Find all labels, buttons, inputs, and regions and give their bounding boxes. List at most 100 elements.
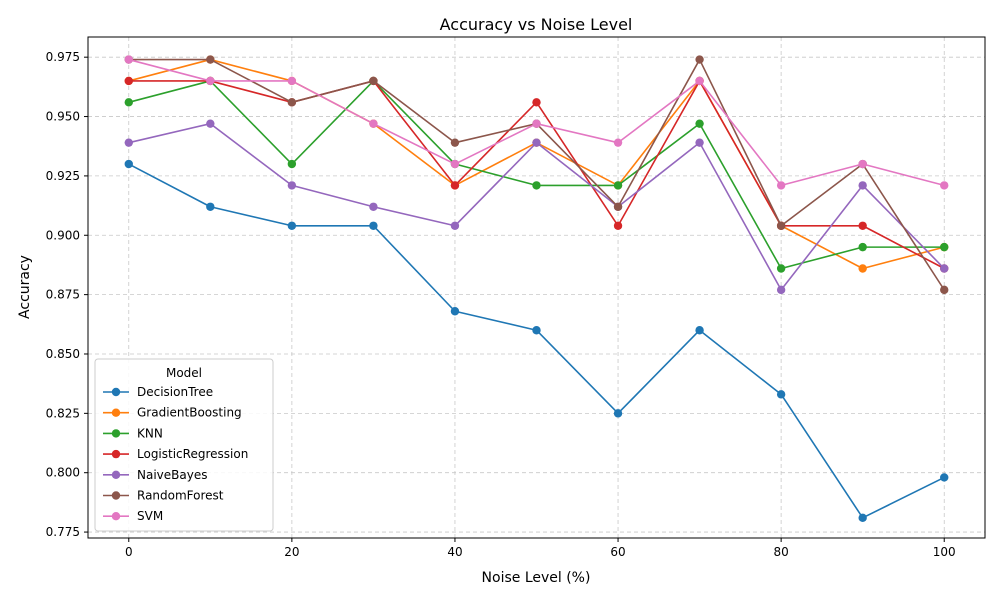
legend-item-logisticregression: LogisticRegression — [103, 447, 248, 461]
data-point-decisiontree — [613, 409, 623, 418]
data-point-knn — [858, 242, 867, 252]
data-point-naivebayes — [287, 181, 297, 190]
data-point-svm — [369, 119, 378, 128]
y-axis: 0.775 0.800 0.825 0.850 0.875 0.900 0.925 0.950… — [46, 50, 88, 539]
data-point-decisiontree — [858, 513, 867, 523]
data-point-knn — [124, 98, 133, 107]
data-point-logisticregression — [124, 76, 133, 86]
x-tick-label: 0 — [125, 545, 133, 559]
data-point-svm — [450, 159, 460, 169]
chart-title: Accuracy vs Noise Level — [440, 15, 633, 34]
legend-item-knn: KNN — [103, 426, 163, 440]
data-point-knn — [287, 159, 297, 169]
data-point-randomforest — [206, 55, 215, 64]
data-point-decisiontree — [369, 221, 378, 230]
legend-label-decisiontree: DecisionTree — [137, 385, 213, 399]
data-point-logisticregression — [532, 98, 541, 107]
data-point-logisticregression — [613, 221, 623, 230]
data-point-decisiontree — [532, 326, 541, 335]
legend-label-knn: KNN — [137, 426, 163, 440]
data-point-naivebayes — [940, 264, 949, 273]
data-point-naivebayes — [369, 202, 378, 211]
y-tick-label: 0.900 — [46, 228, 80, 242]
legend-marker-svm — [111, 512, 121, 521]
y-tick-label: 0.875 — [46, 288, 80, 302]
data-point-decisiontree — [287, 221, 297, 230]
legend-item-naivebayes: NaiveBayes — [103, 468, 207, 482]
legend-item-svm: SVM — [103, 509, 163, 523]
data-point-knn — [776, 264, 786, 273]
y-tick-label: 0.775 — [46, 525, 80, 539]
legend-box — [94, 358, 274, 532]
data-point-decisiontree — [940, 473, 949, 482]
legend-marker-naivebayes — [111, 470, 121, 479]
x-axis-title: Noise Level (%) — [482, 570, 591, 586]
x-tick-label: 20 — [284, 545, 299, 559]
data-point-svm — [940, 181, 949, 190]
legend-label-naivebayes: NaiveBayes — [137, 468, 207, 482]
series-layer — [124, 55, 949, 523]
legend-label-logisticregression: LogisticRegression — [137, 447, 248, 461]
series-naivebayes — [124, 119, 949, 295]
x-tick-label: 40 — [447, 545, 462, 559]
legend-marker-logisticregression — [111, 449, 121, 459]
legend-marker-randomforest — [111, 491, 121, 500]
data-point-knn — [532, 181, 541, 190]
data-point-randomforest — [287, 98, 297, 107]
data-point-logisticregression — [450, 181, 460, 190]
data-point-svm — [287, 76, 297, 86]
data-point-knn — [695, 119, 704, 128]
data-point-randomforest — [940, 285, 949, 295]
y-tick-label: 0.975 — [46, 50, 80, 64]
legend-marker-decisiontree — [111, 387, 121, 397]
data-point-svm — [532, 119, 541, 128]
legend-item-decisiontree: DecisionTree — [103, 385, 213, 399]
x-tick-label: 80 — [773, 545, 788, 559]
data-point-svm — [124, 55, 133, 64]
legend-label-svm: SVM — [137, 509, 163, 523]
data-point-naivebayes — [695, 138, 704, 147]
plot-frame — [87, 36, 986, 539]
data-point-svm — [695, 76, 704, 86]
legend-label-randomforest: RandomForest — [137, 489, 224, 503]
data-point-naivebayes — [858, 181, 867, 190]
series-svm — [124, 55, 949, 190]
data-point-randomforest — [613, 202, 623, 211]
data-point-logisticregression — [858, 221, 867, 230]
legend: Model DecisionTree GradientBoosting KNN Log… — [94, 358, 274, 532]
data-point-randomforest — [450, 138, 460, 147]
data-point-decisiontree — [124, 159, 133, 169]
data-point-naivebayes — [206, 119, 215, 128]
y-axis-title: Accuracy — [17, 255, 33, 319]
data-point-randomforest — [695, 55, 704, 64]
x-axis: 0 20 40 60 80 100 — [125, 538, 956, 559]
legend-marker-gradientboosting — [111, 408, 121, 417]
data-point-randomforest — [776, 221, 786, 230]
data-point-svm — [613, 138, 623, 147]
data-point-gradientboosting — [858, 264, 867, 273]
data-point-naivebayes — [450, 221, 460, 230]
data-point-knn — [613, 181, 623, 190]
data-point-svm — [206, 76, 215, 86]
data-point-decisiontree — [206, 202, 215, 211]
data-point-decisiontree — [450, 307, 460, 316]
data-point-svm — [776, 181, 786, 190]
legend-title: Model — [166, 366, 202, 380]
series-decisiontree — [124, 159, 949, 523]
y-tick-label: 0.800 — [46, 466, 80, 480]
data-point-naivebayes — [776, 285, 786, 295]
data-point-randomforest — [369, 76, 378, 86]
y-tick-label: 0.850 — [46, 347, 80, 361]
x-tick-label: 100 — [933, 545, 956, 559]
data-point-knn — [940, 242, 949, 252]
data-point-decisiontree — [695, 326, 704, 335]
legend-item-randomforest: RandomForest — [103, 489, 224, 503]
y-tick-label: 0.825 — [46, 406, 80, 420]
legend-label-gradientboosting: GradientBoosting — [137, 406, 242, 420]
y-tick-label: 0.950 — [46, 110, 80, 124]
data-point-decisiontree — [776, 390, 786, 399]
data-point-svm — [858, 159, 867, 169]
legend-item-gradientboosting: GradientBoosting — [103, 406, 242, 420]
legend-marker-knn — [111, 429, 121, 438]
